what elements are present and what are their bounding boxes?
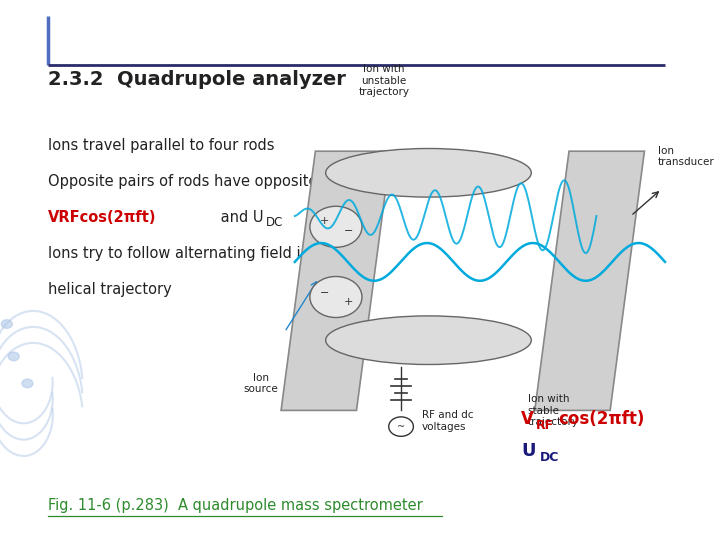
Circle shape [389,417,413,436]
Polygon shape [281,151,391,410]
Text: 2.3.2  Quadrupole analyzer: 2.3.2 Quadrupole analyzer [48,70,346,89]
Circle shape [1,320,12,328]
Text: VRFcos(2πft): VRFcos(2πft) [48,210,156,225]
Text: V: V [521,409,534,428]
Text: Ions try to follow alternating field in: Ions try to follow alternating field in [48,246,310,261]
Text: +: + [320,217,329,226]
Circle shape [22,379,33,388]
Circle shape [310,276,362,318]
Text: Fig. 11-6 (p.283)  A quadrupole mass spectrometer: Fig. 11-6 (p.283) A quadrupole mass spec… [48,498,423,513]
Text: −: − [320,288,329,298]
Ellipse shape [325,316,531,364]
Circle shape [310,206,362,247]
Text: and U: and U [216,210,264,225]
Text: Ions travel parallel to four rods: Ions travel parallel to four rods [48,138,274,153]
Text: cos(2πft): cos(2πft) [559,409,645,428]
Text: U: U [521,442,536,460]
Polygon shape [535,151,644,410]
Text: helical trajectory: helical trajectory [48,282,172,298]
Text: Ion with
unstable
trajectory: Ion with unstable trajectory [359,64,410,97]
Text: Ion with
stable
trajectory: Ion with stable trajectory [528,394,579,427]
Text: RF: RF [536,419,554,432]
Text: Ion
source: Ion source [243,373,278,394]
Text: −: − [343,226,353,235]
Text: DC: DC [539,451,559,464]
Text: RF and dc
voltages: RF and dc voltages [422,410,473,432]
Text: Opposite pairs of rods have opposite: Opposite pairs of rods have opposite [48,174,318,189]
Text: +: + [343,297,353,307]
Circle shape [8,352,19,361]
Text: Ion
transducer: Ion transducer [658,146,715,167]
Text: ~: ~ [397,422,405,431]
Ellipse shape [325,148,531,197]
Text: DC: DC [266,216,284,229]
